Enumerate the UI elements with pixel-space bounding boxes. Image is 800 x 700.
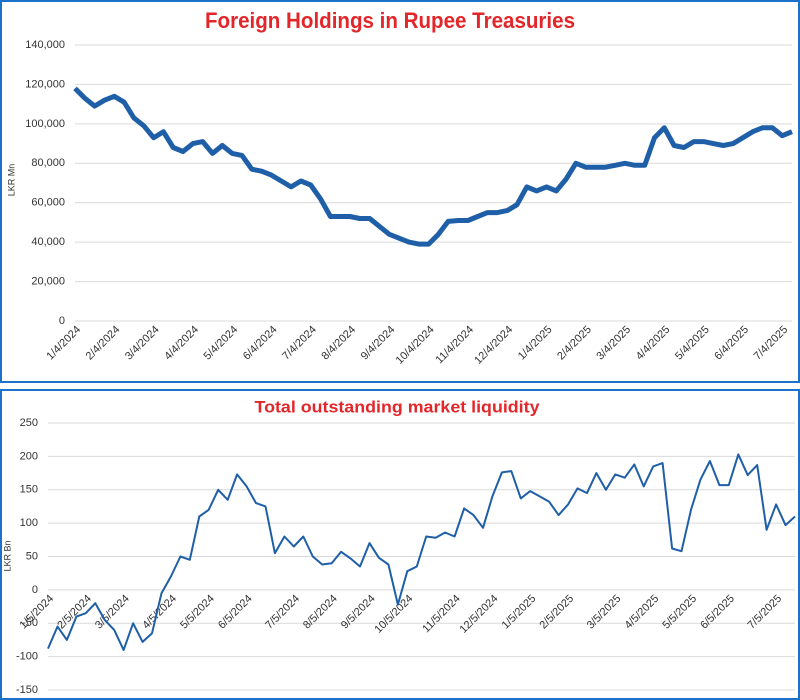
- line-series: [73, 86, 793, 247]
- y-tick-label: 100,000: [25, 118, 65, 130]
- chart-title: Total outstanding market liquidity: [255, 397, 541, 416]
- y-tick-label: 50: [26, 550, 38, 562]
- y-tick-label: 0: [32, 584, 38, 596]
- y-tick-label: -50: [22, 617, 38, 629]
- y-tick-label: -150: [16, 684, 38, 696]
- y-axis-title: LKR Mn: [6, 164, 16, 197]
- chart-title: Foreign Holdings in Rupee Treasuries: [205, 8, 575, 33]
- y-tick-label: 60,000: [31, 197, 65, 209]
- y-tick-label: 150: [20, 484, 38, 496]
- y-tick-label: 140,000: [25, 39, 65, 51]
- panel: [0, 0, 800, 383]
- y-tick-label: 0: [59, 315, 65, 327]
- y-tick-label: 100: [20, 517, 38, 529]
- y-tick-label: 20,000: [31, 275, 65, 287]
- y-tick-label: 40,000: [31, 236, 65, 248]
- y-tick-label: 120,000: [25, 78, 65, 90]
- y-tick-label: 250: [20, 417, 38, 429]
- y-tick-label: 200: [20, 450, 38, 462]
- line-series: [47, 453, 796, 651]
- y-tick-label: -100: [16, 651, 38, 663]
- y-tick-label: 80,000: [31, 157, 65, 169]
- panel: [0, 389, 800, 700]
- y-axis-title: LKR Bn: [2, 540, 12, 571]
